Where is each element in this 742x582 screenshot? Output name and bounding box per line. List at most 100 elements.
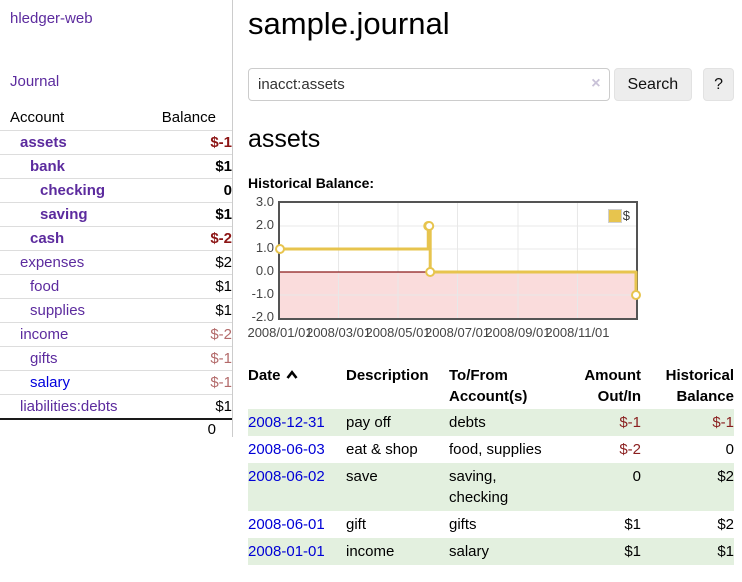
- transaction-accounts: debts: [449, 414, 486, 431]
- clear-search-icon[interactable]: ×: [591, 75, 601, 92]
- account-link[interactable]: checking: [40, 182, 106, 199]
- transaction-date-cell: 2008-01-01: [248, 538, 346, 565]
- transaction-accounts: food, supplies: [449, 441, 542, 458]
- transaction-row: 2008-06-01 gift gifts $1 $2: [248, 511, 734, 538]
- search-button[interactable]: Search: [613, 68, 693, 101]
- account-balance: $2: [145, 250, 232, 275]
- account-link[interactable]: salary: [30, 374, 71, 391]
- transaction-date-link[interactable]: 2008-01-01: [248, 543, 325, 560]
- account-balance: 0: [145, 178, 232, 203]
- transaction-date-link[interactable]: 2008-06-02: [248, 468, 325, 485]
- transaction-description: save: [346, 468, 378, 485]
- accounts-total-spacer: [0, 418, 146, 439]
- transaction-amount: $1: [624, 516, 641, 533]
- transaction-date-link[interactable]: 2008-06-01: [248, 516, 325, 533]
- account-heading: assets: [248, 125, 321, 153]
- account-link[interactable]: liabilities:debts: [20, 398, 118, 415]
- account-balance: $-1: [145, 130, 232, 155]
- y-axis-tick-label: 3.0: [255, 194, 274, 209]
- x-axis-tick-label: 2008/03/01: [305, 325, 372, 340]
- account-row: bank $1: [0, 154, 232, 179]
- y-axis-tick-label: -2.0: [251, 309, 274, 324]
- transaction-date-cell: 2008-06-03: [248, 436, 346, 463]
- transaction-amount: $1: [624, 543, 641, 560]
- legend-series-swatch: [607, 208, 622, 223]
- search-box: ×: [248, 68, 610, 101]
- main-content: sample.journal × Search ? assets Histori…: [247, 0, 734, 565]
- transaction-date-link[interactable]: 2008-06-03: [248, 441, 325, 458]
- account-name-cell: liabilities:debts: [0, 394, 146, 419]
- transaction-balance: 0: [725, 441, 734, 458]
- account-row: supplies $1: [0, 298, 232, 323]
- account-link[interactable]: assets: [20, 134, 67, 151]
- search-input[interactable]: [248, 68, 610, 101]
- account-row: assets $-1: [0, 130, 232, 155]
- transaction-description: eat & shop: [346, 441, 418, 458]
- accounts-header-row: Account Balance: [0, 105, 232, 131]
- transaction-balance: $2: [717, 468, 734, 485]
- account-name-cell: cash: [0, 226, 146, 251]
- chart-title: Historical Balance:: [248, 175, 375, 191]
- account-row: saving $1: [0, 202, 232, 227]
- transaction-row: 2008-06-03 eat & shop food, supplies $-2 0: [248, 436, 734, 463]
- account-link[interactable]: supplies: [30, 302, 86, 319]
- account-name-cell: saving: [0, 202, 146, 227]
- x-axis-tick-label: 2008/07/01: [424, 325, 491, 340]
- accounts-header-balance: Balance: [161, 109, 216, 126]
- transaction-accounts: salary: [449, 543, 490, 560]
- account-row: salary $-1: [0, 370, 232, 395]
- register-header-date[interactable]: Date: [248, 363, 346, 409]
- register-header-amount: Amount Out/In: [584, 367, 641, 405]
- accounts-table: Account Balance assets $-1 bank $1 checking 0…: [0, 105, 232, 439]
- account-name-cell: income: [0, 322, 146, 347]
- chart-svg: [275, 203, 641, 318]
- register-header-description: Description: [346, 367, 429, 384]
- register-table: Date Description To/From Account(s) Amou…: [248, 363, 734, 565]
- account-balance: $1: [145, 298, 232, 323]
- transaction-amount: $-2: [619, 441, 641, 458]
- account-name-cell: expenses: [0, 250, 146, 275]
- account-name-cell: bank: [0, 154, 146, 179]
- account-link[interactable]: cash: [30, 230, 65, 247]
- data-point-marker: [631, 290, 641, 300]
- account-name-cell: salary: [0, 370, 146, 395]
- transaction-date-link[interactable]: 2008-12-31: [248, 414, 325, 431]
- account-name-cell: supplies: [0, 298, 146, 323]
- account-link[interactable]: income: [20, 326, 69, 343]
- account-link[interactable]: food: [30, 278, 60, 295]
- x-axis-tick-label: 2008/11/01: [545, 325, 610, 340]
- y-axis-tick-label: 1.0: [255, 240, 274, 255]
- account-row: gifts $-1: [0, 346, 232, 371]
- account-link[interactable]: saving: [40, 206, 88, 223]
- sidebar: hledger-web Journal Account Balance asse…: [0, 0, 233, 439]
- transaction-amount: $-1: [619, 414, 641, 431]
- account-link[interactable]: bank: [30, 158, 66, 175]
- accounts-table-body: assets $-1 bank $1 checking 0 saving $1 cash $-2 e…: [0, 130, 232, 419]
- transaction-description: pay off: [346, 414, 391, 431]
- account-balance: $1: [145, 394, 232, 419]
- accounts-header-account: Account: [10, 109, 65, 126]
- data-point-marker: [425, 267, 436, 277]
- transaction-date-cell: 2008-06-01: [248, 511, 346, 538]
- transaction-row: 2008-12-31 pay off debts $-1 $-1: [248, 409, 734, 436]
- transaction-accounts: saving, checking: [449, 468, 509, 506]
- account-balance: $-1: [145, 370, 232, 395]
- register-table-body: 2008-12-31 pay off debts $-1 $-1 2008-06-03 ea…: [248, 409, 734, 565]
- transaction-row: 2008-06-02 save saving, checking 0 $2: [248, 463, 734, 511]
- sidebar-item-journal[interactable]: Journal: [10, 73, 60, 90]
- data-point-marker: [424, 221, 435, 231]
- brand-link[interactable]: hledger-web: [10, 10, 93, 27]
- chart-legend: $: [607, 208, 630, 223]
- account-balance: $1: [145, 274, 232, 299]
- search-form: × Search ?: [248, 68, 734, 101]
- y-axis-tick-label: -1.0: [251, 286, 274, 301]
- account-link[interactable]: expenses: [20, 254, 85, 271]
- help-button[interactable]: ?: [703, 68, 734, 101]
- transaction-description: income: [346, 543, 395, 560]
- transaction-balance: $-1: [712, 414, 734, 431]
- sort-ascending-icon: [285, 365, 298, 386]
- x-axis-tick-label: 2008/05/01: [365, 325, 431, 340]
- register-header-balance: Historical Balance: [665, 367, 734, 405]
- transaction-description: gift: [346, 516, 367, 533]
- account-link[interactable]: gifts: [30, 350, 58, 367]
